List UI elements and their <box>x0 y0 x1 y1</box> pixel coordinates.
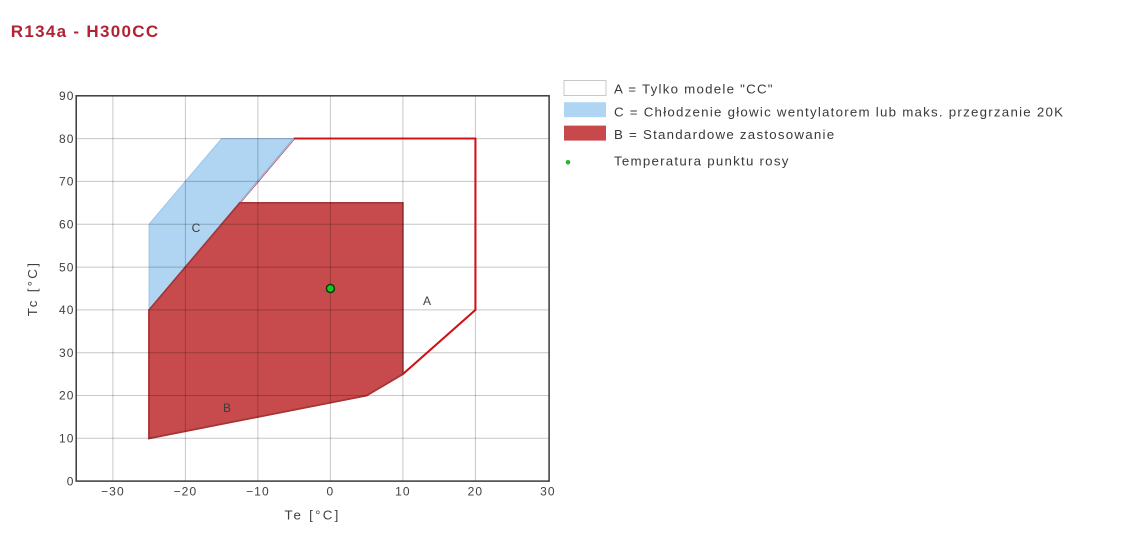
svg-text:A: A <box>423 294 431 308</box>
svg-text:40: 40 <box>59 303 75 317</box>
svg-text:R134a - H300CC: R134a - H300CC <box>11 22 160 41</box>
svg-text:Tc [°C]: Tc [°C] <box>25 261 40 316</box>
svg-text:20: 20 <box>468 485 484 499</box>
svg-text:30: 30 <box>59 346 75 360</box>
svg-text:B: B <box>223 401 231 415</box>
svg-text:B = Standardowe zastosowanie: B = Standardowe zastosowanie <box>614 127 835 142</box>
svg-text:A = Tylko modele "CC": A = Tylko modele "CC" <box>614 82 774 97</box>
svg-text:20: 20 <box>59 389 75 403</box>
svg-text:−20: −20 <box>174 485 198 499</box>
svg-text:C: C <box>192 221 201 235</box>
svg-text:50: 50 <box>59 260 75 274</box>
svg-text:10: 10 <box>59 432 75 446</box>
svg-text:70: 70 <box>59 175 75 189</box>
svg-text:90: 90 <box>59 89 75 103</box>
svg-text:60: 60 <box>59 217 75 231</box>
svg-text:C = Chłodzenie głowic wentylat: C = Chłodzenie głowic wentylatorem lub m… <box>614 104 1064 119</box>
svg-text:80: 80 <box>59 132 75 146</box>
svg-text:Temperatura punktu rosy: Temperatura punktu rosy <box>614 154 790 169</box>
svg-text:−30: −30 <box>101 485 125 499</box>
svg-text:−10: −10 <box>246 485 270 499</box>
svg-text:Te [°C]: Te [°C] <box>285 508 341 523</box>
svg-text:30: 30 <box>540 485 556 499</box>
svg-text:10: 10 <box>395 485 411 499</box>
svg-text:0: 0 <box>327 485 335 499</box>
svg-text:0: 0 <box>67 474 75 488</box>
